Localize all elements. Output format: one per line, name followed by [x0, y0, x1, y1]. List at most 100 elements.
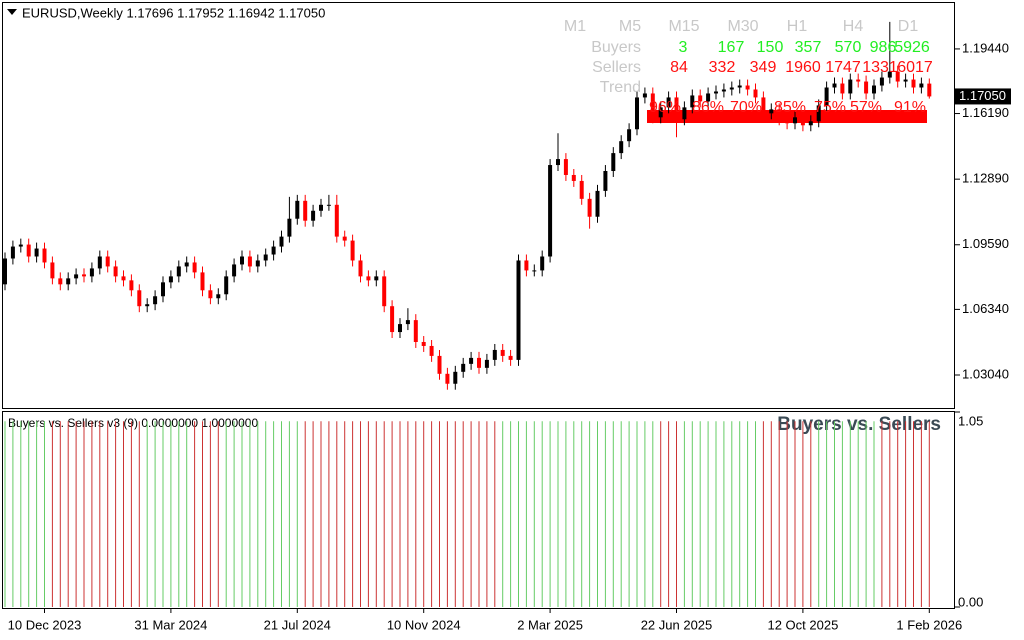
candle-body	[184, 262, 189, 267]
candle-body	[477, 357, 481, 368]
candle-body	[50, 262, 55, 279]
row-value: 570	[835, 39, 862, 56]
candle-body	[761, 97, 766, 114]
candle-body	[105, 256, 110, 267]
candle-body	[342, 236, 347, 241]
candle-body	[263, 254, 268, 261]
candle-body	[224, 276, 229, 295]
candle-body	[650, 93, 655, 118]
candle-body	[848, 79, 853, 94]
row-value: 75%	[814, 99, 846, 116]
x-tick-label: 21 Jul 2024	[264, 617, 331, 632]
candle-body	[429, 345, 434, 356]
candle-body	[192, 262, 197, 273]
candle-body	[97, 256, 102, 269]
candle-body	[508, 355, 513, 360]
candle-body	[816, 105, 821, 122]
candle-body	[82, 274, 86, 277]
candle-body	[524, 260, 529, 271]
candle-body	[627, 129, 632, 142]
candle-body	[461, 363, 466, 372]
candle-body	[42, 248, 47, 263]
candle-body	[453, 371, 458, 384]
candle-body	[271, 246, 276, 255]
price-marker	[955, 88, 1011, 105]
indicator-tick-label: 1.05	[958, 413, 983, 428]
candle-body	[366, 276, 371, 281]
row-value: 349	[750, 59, 777, 76]
candle-body	[595, 190, 600, 217]
row-label: Sellers	[592, 59, 641, 76]
candle-body	[358, 260, 363, 277]
timeframe-header: H4	[843, 18, 864, 35]
candle-body	[895, 71, 900, 82]
candle-body	[856, 79, 861, 82]
candle-body	[121, 276, 126, 281]
candle-body	[208, 290, 213, 299]
x-tick-label: 22 Jun 2025	[641, 617, 713, 632]
candle-body	[682, 107, 687, 120]
candle-body	[334, 204, 339, 237]
candle-body	[137, 290, 142, 307]
indicator-panel	[2, 411, 955, 609]
candle-body	[129, 280, 134, 291]
candle-body	[927, 83, 932, 97]
candle-body	[89, 268, 94, 277]
candle-body	[642, 93, 647, 98]
y-tick-label: 1.12890	[962, 171, 1009, 186]
candle-body	[872, 85, 876, 94]
candle-body	[200, 272, 205, 291]
row-value: 3	[679, 39, 688, 56]
candle-body	[611, 153, 616, 172]
y-tick-label: 1.16190	[962, 105, 1009, 120]
candle-body	[34, 248, 39, 257]
candle-body	[737, 85, 742, 88]
candle-body	[437, 355, 442, 374]
candle-body	[255, 260, 260, 267]
timeframe-header: M5	[619, 18, 641, 35]
row-value: 150	[757, 39, 784, 56]
indicator-title: Buyers vs. Sellers	[777, 414, 941, 435]
price-marker-label: 1.17050	[959, 88, 1006, 103]
candle-body	[176, 266, 181, 277]
row-value: 986	[870, 39, 897, 56]
candle-body	[721, 89, 726, 92]
candle-body	[350, 240, 355, 261]
candle-body	[484, 359, 489, 368]
candle-body	[729, 87, 734, 90]
indicator-tick-label: 0.00	[958, 594, 983, 609]
y-tick-label: 1.03040	[962, 366, 1009, 381]
timeframe-header: M15	[668, 18, 699, 35]
candle-body	[500, 349, 505, 356]
candle-body	[58, 278, 63, 285]
row-value: 5926	[894, 39, 930, 56]
candle-body	[421, 341, 426, 346]
candle-body	[113, 266, 118, 277]
candle-body	[808, 121, 813, 126]
candle-body	[753, 89, 758, 98]
candle-body	[405, 320, 410, 325]
row-value: 70%	[730, 99, 762, 116]
candle-body	[145, 304, 150, 307]
candle-body	[548, 165, 553, 257]
timeframe-header: M30	[727, 18, 758, 35]
candle-body	[800, 117, 805, 126]
candle-body	[864, 81, 869, 94]
candle-body	[10, 246, 15, 259]
x-tick-label: 31 Mar 2024	[134, 617, 207, 632]
row-value: 6017	[897, 59, 933, 76]
main-panel	[2, 2, 955, 409]
indicator-label: Buyers vs. Sellers v3 (9) 0.0000000 1.00…	[8, 416, 258, 430]
candle-body	[492, 349, 497, 360]
candle-body	[879, 77, 884, 86]
candle-body	[18, 244, 23, 247]
candle-body	[785, 119, 790, 124]
candle-body	[287, 218, 292, 237]
candle-body	[295, 200, 300, 219]
candle-body	[240, 256, 244, 265]
candle-body	[382, 276, 387, 307]
candle-body	[714, 91, 718, 94]
candle-body	[279, 236, 284, 247]
candle-body	[168, 276, 173, 283]
